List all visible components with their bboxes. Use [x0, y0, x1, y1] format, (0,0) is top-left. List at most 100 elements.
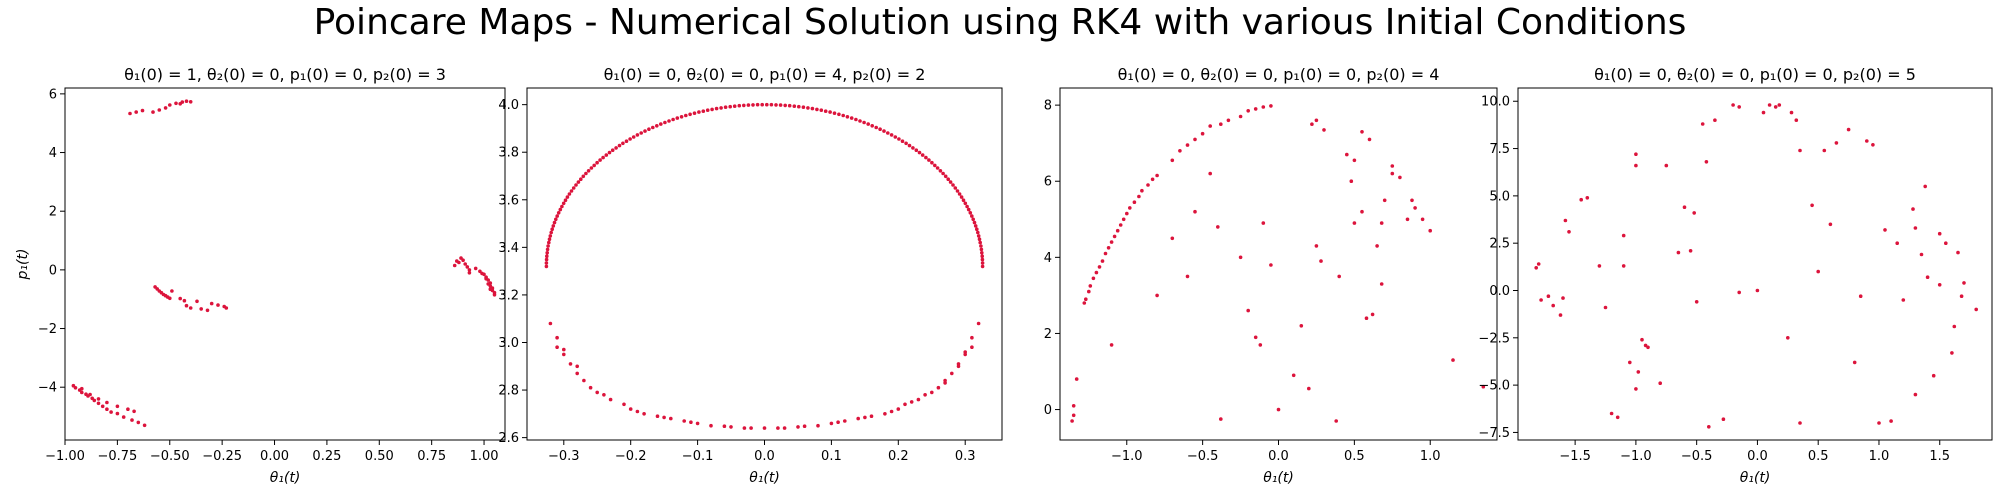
scatter-point: [959, 195, 964, 199]
scatter-point: [621, 141, 625, 146]
scatter-point: [569, 189, 574, 193]
scatter-point: [869, 414, 874, 419]
scatter-point: [608, 397, 613, 402]
scatter-point: [1563, 218, 1568, 223]
scatter-point: [963, 201, 968, 206]
x-axis-label: θ₁(t): [749, 470, 780, 486]
y-tick-label: −7.5: [1478, 426, 1510, 441]
scatter-point: [728, 104, 732, 109]
y-tick-label: 5.0: [1489, 189, 1510, 204]
scatter-point: [695, 421, 700, 426]
scatter-point: [581, 174, 586, 179]
scatter-point: [714, 106, 719, 111]
scatter-point: [751, 103, 755, 107]
scatter-point: [544, 257, 549, 262]
y-tick-label: 2: [49, 205, 57, 220]
scatter-point: [1125, 211, 1129, 216]
scatter-point: [705, 108, 710, 112]
scatter-point: [878, 127, 882, 131]
scatter-point: [1307, 386, 1311, 391]
scatter-point: [567, 192, 572, 196]
scatter-point: [655, 414, 660, 419]
scatter-point: [457, 260, 461, 265]
x-tick-label: 0.0: [1747, 449, 1768, 464]
scatter-points: [71, 99, 497, 428]
scatter-point: [976, 321, 981, 326]
scatter-point: [1185, 143, 1190, 147]
scatter-point: [1567, 230, 1571, 234]
x-tick-label: 0.0: [1268, 449, 1289, 464]
scatter-point: [544, 264, 549, 269]
scatter-point: [1155, 173, 1159, 178]
scatter-point: [1276, 407, 1281, 412]
scatter-point: [1109, 240, 1114, 244]
x-tick-label: 1.0: [1420, 449, 1441, 464]
x-axis-label: θ₁(t): [270, 470, 301, 486]
scatter-point: [628, 407, 633, 411]
scatter-point: [598, 158, 602, 162]
scatter-point: [897, 137, 901, 141]
scatter-point: [760, 102, 764, 107]
figure-title: Poincare Maps - Numerical Solution using…: [313, 2, 1687, 43]
scatter-point: [195, 299, 199, 304]
scatter-point: [544, 261, 549, 265]
scatter-point: [550, 227, 554, 231]
scatter-point: [863, 415, 867, 420]
scatter-point: [1291, 373, 1296, 378]
scatter-point: [1858, 294, 1863, 299]
scatter-point: [709, 423, 713, 428]
scatter-point: [1634, 152, 1638, 156]
scatter-point: [1913, 226, 1918, 230]
scatter-point: [675, 116, 680, 120]
scatter-point: [92, 398, 97, 403]
scatter-point: [1761, 110, 1766, 115]
scatter-point: [893, 135, 898, 139]
y-tick-label: 3.8: [498, 146, 519, 161]
scatter-point: [121, 415, 126, 419]
scatter-point: [100, 404, 105, 409]
y-tick-label: −2: [38, 322, 57, 337]
scatter-point: [1834, 141, 1839, 145]
scatter-point: [582, 378, 586, 383]
scatter-point: [1737, 105, 1741, 109]
scatter-point: [936, 385, 941, 390]
scatter-point: [563, 198, 568, 202]
scatter-point: [883, 412, 887, 416]
scatter-point: [565, 195, 570, 199]
scatter-point: [1585, 196, 1590, 200]
scatter-point: [73, 386, 78, 390]
scatter-point: [1539, 298, 1543, 302]
scatter-point: [610, 148, 615, 152]
scatter-point: [1216, 225, 1220, 229]
scatter-point: [1558, 313, 1563, 317]
x-tick-label: −1.0: [1620, 449, 1652, 464]
scatter-point: [548, 234, 553, 238]
scatter-point: [549, 230, 553, 235]
scatter-point: [88, 392, 92, 397]
scatter-point: [178, 102, 182, 106]
scatter-point: [604, 153, 609, 157]
scatter-point: [1367, 137, 1372, 142]
scatter-point: [837, 112, 841, 117]
scatter-point: [1155, 293, 1159, 298]
scatter-point: [889, 133, 894, 137]
scatter-point: [555, 345, 559, 350]
scatter-point: [941, 171, 945, 176]
scatter-point: [1937, 283, 1942, 287]
scatter-point: [1871, 143, 1875, 147]
scatter-point: [1877, 421, 1881, 425]
scatter-point: [1546, 294, 1551, 299]
scatter-point: [682, 419, 686, 423]
scatter-point: [463, 262, 468, 266]
scatter-point: [467, 271, 472, 275]
y-tick-label: 4.0: [498, 98, 519, 113]
scatter-point: [136, 420, 141, 425]
subplot-title: θ₁(0) = 0, θ₂(0) = 0, p₁(0) = 0, p₂(0) =…: [1594, 65, 1916, 84]
scatter-point: [979, 247, 984, 252]
scatter-point: [651, 125, 655, 130]
scatter-point: [828, 110, 832, 114]
scatter-point: [1643, 343, 1648, 348]
scatter-point: [1219, 122, 1223, 126]
scatter-point: [1121, 217, 1126, 222]
scatter-point: [920, 153, 925, 157]
